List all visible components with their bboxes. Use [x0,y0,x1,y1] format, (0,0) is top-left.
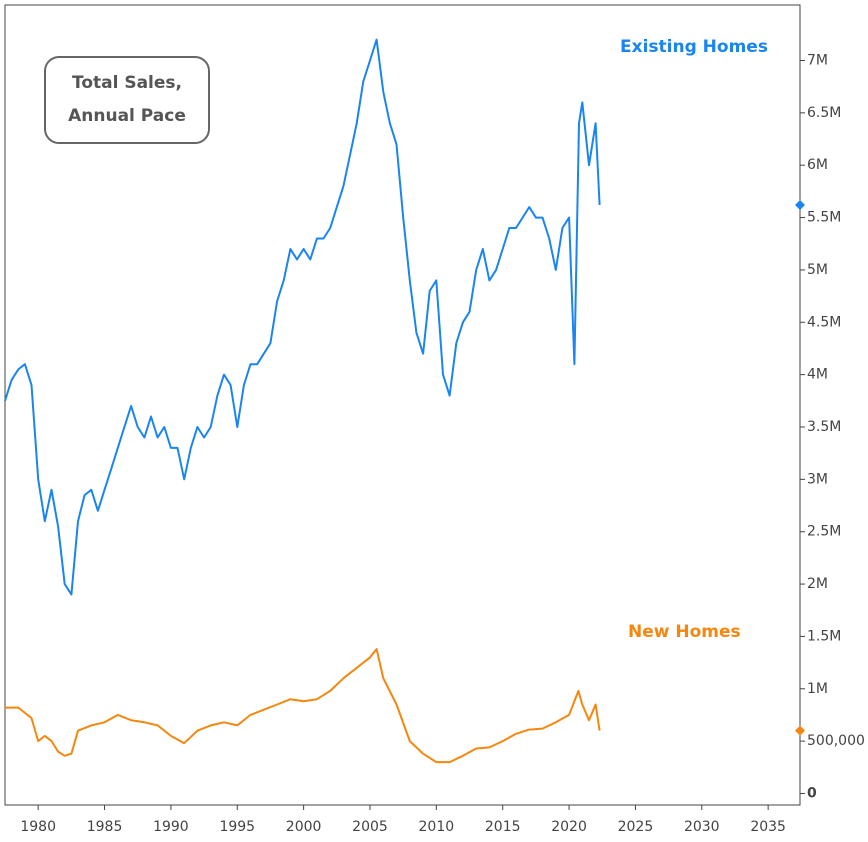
annotation: Total Sales, [72,73,182,93]
series-label: Existing Homes [620,37,768,57]
y-tick-label: 2.5M [807,524,841,540]
series-line [4,38,601,596]
x-tick-label: 2000 [286,819,322,835]
y-tick-label: 5.5M [807,210,841,226]
x-tick-label: 1980 [20,819,56,835]
x-tick-label: 2015 [485,819,521,835]
y-tick-label: 4M [807,367,828,383]
y-tick-label: 5M [807,262,828,278]
y-tick-label: 1.5M [807,628,841,644]
annotation: Annual Pace [68,106,186,126]
x-tick-label: 2010 [419,819,455,835]
last-value-marker [795,200,805,210]
annotation-box [44,56,210,144]
x-tick-label: 2020 [551,819,587,835]
y-tick-label: 6.5M [807,105,841,121]
x-tick-label: 2035 [750,819,786,835]
last-value-marker [795,725,805,736]
y-tick-label: 3M [807,471,828,487]
y-tick-label: 3.5M [807,419,841,435]
x-tick-label: 2030 [684,819,720,835]
y-tick-label: 7M [807,52,828,68]
x-tick-label: 1990 [153,819,189,835]
series-label: New Homes [628,622,741,642]
x-tick-label: 2025 [618,819,654,835]
y-tick-label: 2M [807,576,828,592]
y-tick-label: 1M [807,681,828,697]
plot-frame [4,4,801,806]
x-tick-label: 2005 [352,819,388,835]
y-tick-label: 4.5M [807,314,841,330]
x-tick-label: 1995 [219,819,255,835]
y-tick-label: 0 [807,785,817,801]
series-line [5,648,601,764]
y-tick-label: 6M [807,157,828,173]
y-tick-label: 500,000 [807,733,865,749]
x-tick-label: 1985 [87,819,123,835]
